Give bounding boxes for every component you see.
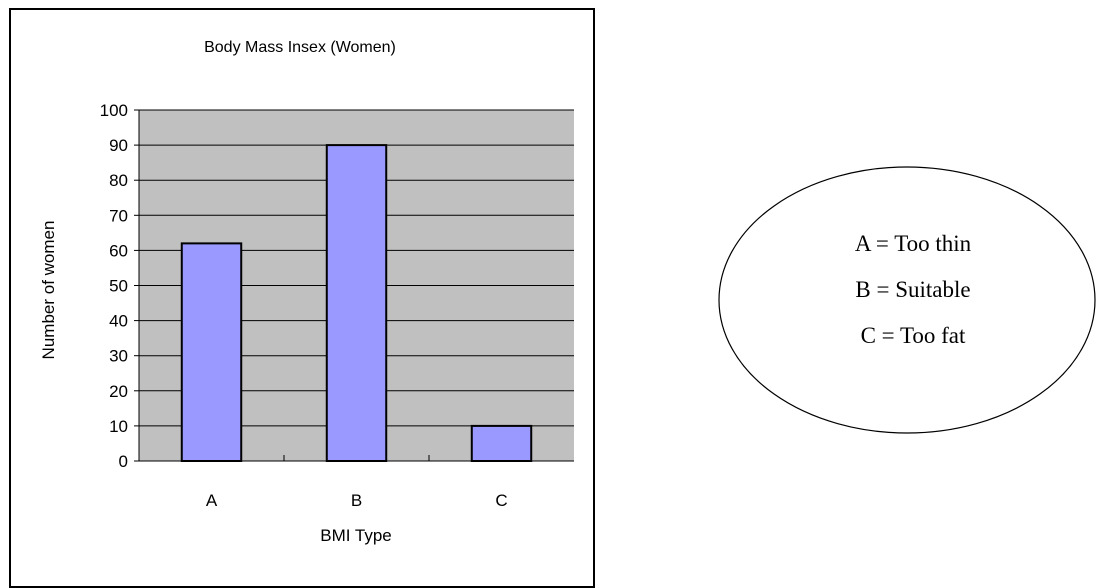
x-axis-label: BMI Type [320, 526, 392, 545]
y-axis-ticks: 0 10 20 30 40 50 60 70 80 90 100 [100, 101, 139, 471]
bar-a [180, 242, 243, 462]
y-tick-label: 40 [109, 312, 128, 331]
y-tick-label: 100 [100, 101, 128, 120]
chart-title: Body Mass Insex (Women) [204, 39, 396, 56]
legend-entry-c: C = Too fat [861, 323, 966, 348]
y-tick-label: 90 [109, 136, 128, 155]
bars [180, 144, 533, 462]
x-tick-label: A [206, 491, 218, 510]
legend-ellipse [718, 166, 1096, 434]
legend-entry-b: B = Suitable [855, 277, 970, 302]
x-axis-ticks: A B C [206, 455, 508, 510]
bar-b [325, 144, 388, 462]
y-axis-label: Number of women [39, 221, 58, 360]
y-tick-label: 50 [109, 277, 128, 296]
y-tick-label: 60 [109, 241, 128, 260]
y-tick-label: 30 [109, 347, 128, 366]
x-tick-label: C [495, 491, 507, 510]
bar-c [470, 424, 533, 462]
y-tick-label: 80 [109, 171, 128, 190]
x-tick-label: B [351, 491, 362, 510]
y-tick-label: 10 [109, 417, 128, 436]
y-tick-label: 20 [109, 382, 128, 401]
legend-entry-a: A = Too thin [855, 231, 972, 256]
y-tick-label: 0 [119, 452, 128, 471]
bar-chart: Body Mass Insex (Women) 0 10 20 30 40 50 60 70 8… [39, 39, 1096, 545]
y-tick-label: 70 [109, 206, 128, 225]
